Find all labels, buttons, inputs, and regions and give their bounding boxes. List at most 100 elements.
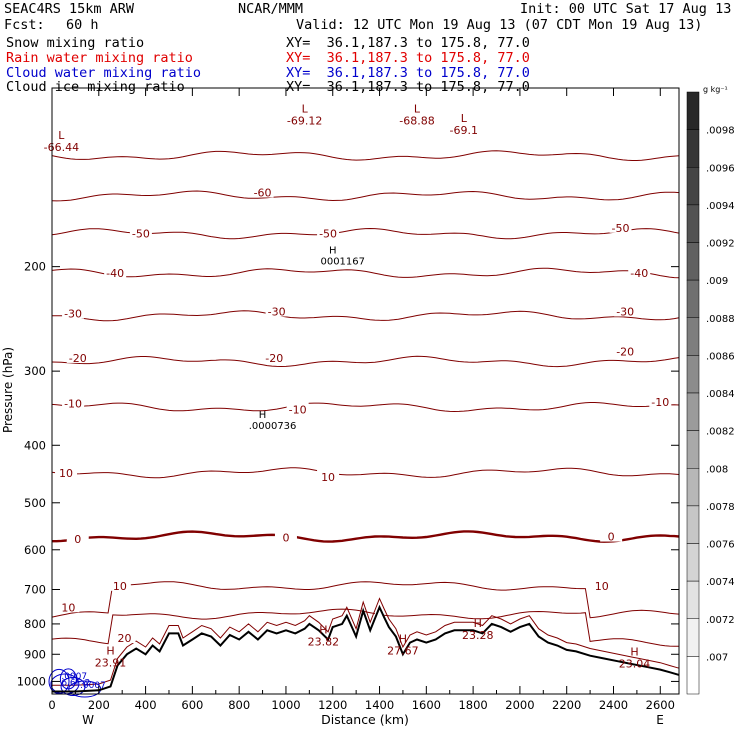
extremum-marker: L — [461, 112, 468, 125]
colorbar-swatch — [686, 543, 700, 582]
temperature-contour-line — [51, 608, 680, 647]
field-cloud-ice: Cloud ice mixing ratio — [6, 79, 185, 95]
colorbar-swatch — [686, 355, 700, 394]
colorbar-swatch — [686, 91, 700, 130]
temperature-contour-line — [52, 310, 680, 322]
contour-label: -10 — [289, 403, 307, 416]
contour-label-bg — [590, 578, 613, 591]
temperature-contour-line — [51, 190, 680, 202]
x-tick-label: 1200 — [318, 698, 347, 712]
contour-label: 10 — [61, 601, 75, 614]
cloud-water-label: .0007 — [61, 672, 87, 682]
y-tick-label: 200 — [24, 260, 46, 274]
cloud-water-contour — [60, 677, 86, 697]
colorbar-swatch — [686, 656, 700, 695]
colorbar-label: .0086 — [706, 351, 735, 362]
extremum-value: 23.28 — [462, 629, 494, 642]
contour-label: -30 — [616, 305, 634, 318]
y-tick-label: 500 — [24, 496, 46, 510]
colorbar-swatch — [686, 279, 700, 318]
extremum-value: 23.91 — [95, 656, 127, 669]
contour-label: -50 — [319, 228, 337, 241]
init-time: Init: 00 UTC Sat 17 Aug 13 — [520, 1, 732, 17]
contour-label: -50 — [612, 222, 630, 235]
colorbar-swatch — [686, 505, 700, 544]
temperature-contour-line — [52, 530, 680, 543]
contour-label-bg — [263, 350, 286, 363]
field-rain-xy: XY= 36.1,187.3 to 175.8, 77.0 — [286, 50, 530, 66]
contour-label: 10 — [595, 580, 609, 593]
contour-label: -40 — [106, 267, 124, 280]
west-label: W — [82, 713, 94, 727]
extremum-value: -68.88 — [399, 115, 434, 128]
contour-label-bg — [274, 530, 297, 543]
contour-label-bg — [609, 220, 632, 233]
contour-label-bg — [649, 394, 672, 407]
colorbar-label: .0096 — [706, 163, 735, 174]
cloud-water-label: 6.6E-2 — [61, 678, 90, 688]
extremum-value: 27.67 — [387, 645, 419, 658]
field-rain: Rain water mixing ratio — [6, 50, 193, 66]
contour-label: 10 — [321, 471, 335, 484]
contour-label: 20 — [118, 632, 132, 645]
x-tick-label: 0 — [48, 698, 55, 712]
extremum-value: 23.82 — [308, 635, 340, 648]
contour-label: -10 — [651, 396, 669, 409]
x-tick-label: 1800 — [458, 698, 487, 712]
colorbar-label: .0092 — [706, 239, 735, 250]
valid-time: Valid: 12 UTC Mon 19 Aug 13 (07 CDT Mon … — [296, 17, 703, 33]
colorbar-swatch — [686, 392, 700, 431]
x-tick-label: 2000 — [505, 698, 534, 712]
colorbar-label: .0072 — [706, 615, 735, 626]
contour-label-bg — [251, 185, 274, 198]
colorbar-swatch — [686, 129, 700, 168]
contour-label: 0 — [608, 531, 615, 544]
y-tick-label: 700 — [24, 583, 46, 597]
x-tick-label: 2600 — [646, 698, 675, 712]
extremum-value: -69.12 — [287, 115, 322, 128]
east-label: E — [656, 713, 664, 727]
x-axis-title: Distance (km) — [321, 712, 409, 727]
x-tick-label: 600 — [181, 698, 203, 712]
cloud-water-label: .0007 — [80, 681, 106, 691]
temperature-contour-line — [51, 150, 680, 161]
contour-label: -20 — [616, 346, 634, 359]
extremum-marker: L — [414, 103, 421, 116]
colorbar-unit: g kg⁻¹ — [703, 85, 728, 94]
colorbar-label: .0078 — [706, 502, 735, 513]
extremum-marker: H — [329, 245, 337, 256]
extremum-value: -66.44 — [44, 141, 79, 154]
fcst-value: 60 h — [66, 17, 99, 33]
fcst-label: Fcst: — [4, 17, 45, 33]
y-tick-label: 600 — [24, 543, 46, 557]
contour-label-bg — [113, 631, 136, 644]
colorbar-swatch — [686, 468, 700, 507]
colorbar-label: .0076 — [706, 540, 735, 551]
contour-label-bg — [104, 266, 127, 279]
extremum-marker: H — [259, 410, 267, 421]
contour-label-bg — [55, 465, 78, 478]
field-cloud-ice-xy: XY= 36.1,187.3 to 175.8, 77.0 — [286, 79, 530, 95]
x-tick-label: 2400 — [599, 698, 628, 712]
terrain-layer — [52, 604, 680, 693]
x-tick-label: 800 — [228, 698, 250, 712]
colorbar-label: .007 — [706, 652, 728, 663]
contour-label: -20 — [69, 352, 87, 365]
temperature-contour-line — [51, 402, 680, 413]
y-axis-title: Pressure (hPa) — [1, 347, 15, 433]
extremum-value: 23.04 — [619, 658, 651, 671]
extremum-value: -69.1 — [450, 124, 478, 137]
colorbar-label: .0082 — [706, 427, 735, 438]
y-tick-label: 1000 — [17, 674, 46, 688]
temperature-contour-line — [51, 467, 680, 479]
extremum-marker: H — [399, 633, 407, 646]
colorbar-label: .0094 — [706, 201, 735, 212]
field-snow: Snow mixing ratio — [6, 35, 145, 51]
plot-frame — [51, 87, 680, 695]
terrain-line — [52, 604, 680, 693]
y-tick-label: 800 — [24, 617, 46, 631]
colorbar-swatch — [686, 167, 700, 206]
x-tick-label: 400 — [135, 698, 157, 712]
contour-label-bg — [66, 350, 89, 363]
x-tick-label: 2200 — [552, 698, 581, 712]
